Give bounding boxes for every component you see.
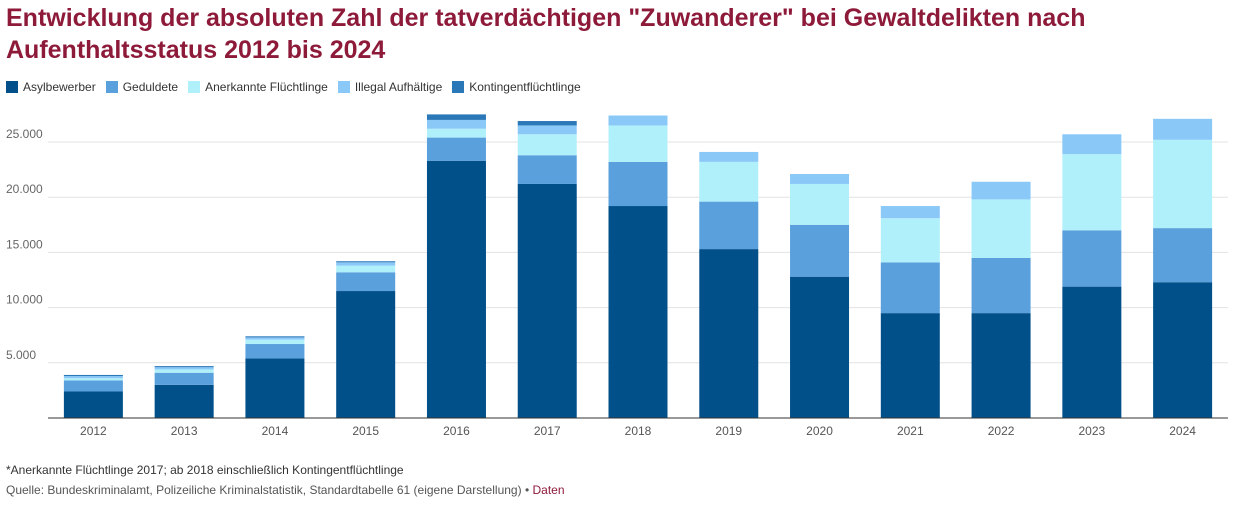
bar-segment bbox=[154, 366, 214, 368]
bar-segment bbox=[790, 174, 850, 184]
bar-segment bbox=[699, 249, 759, 418]
bar-segment bbox=[880, 262, 940, 314]
legend-item-anerkannte-fluechtlinge[interactable]: Anerkannte Flüchtlinge bbox=[188, 80, 328, 94]
bar-segment bbox=[880, 206, 940, 219]
legend-label: Kontingentflüchtlinge bbox=[469, 80, 581, 94]
chart-title: Entwicklung der absoluten Zahl der tatve… bbox=[6, 4, 1086, 64]
bar-segment bbox=[880, 218, 940, 263]
bar-segment bbox=[971, 181, 1031, 200]
x-tick-label: 2017 bbox=[534, 424, 561, 438]
bar-segment bbox=[1153, 118, 1213, 140]
bar-segment bbox=[336, 261, 396, 263]
footnote: *Anerkannte Flüchtlinge 2017; ab 2018 ei… bbox=[6, 463, 404, 477]
bar-segment bbox=[245, 336, 305, 338]
bar-segment bbox=[880, 313, 940, 418]
legend-swatch bbox=[188, 81, 201, 93]
legend-label: Asylbewerber bbox=[23, 80, 96, 94]
bar-segment bbox=[517, 121, 577, 126]
bar-segment bbox=[336, 262, 396, 266]
x-tick-label: 2014 bbox=[262, 424, 289, 438]
bar-segment bbox=[790, 224, 850, 277]
bar-segment bbox=[608, 115, 668, 126]
y-tick-label: 20.000 bbox=[6, 182, 43, 196]
bar-segment bbox=[245, 358, 305, 418]
x-tick-label: 2022 bbox=[988, 424, 1015, 438]
bar-segment bbox=[971, 199, 1031, 258]
legend-swatch bbox=[105, 81, 118, 93]
legend-swatch bbox=[452, 81, 465, 93]
bar-segment bbox=[608, 125, 668, 162]
bar-segment bbox=[1062, 154, 1122, 231]
y-tick-label: 15.000 bbox=[6, 237, 43, 251]
bar-segment bbox=[154, 367, 214, 370]
bar-segment bbox=[1153, 228, 1213, 283]
bar-segment bbox=[699, 201, 759, 250]
legend-item-geduldete[interactable]: Geduldete bbox=[105, 80, 179, 94]
legend-label: Anerkannte Flüchtlinge bbox=[205, 80, 328, 94]
bar-segment bbox=[426, 119, 486, 129]
x-tick-label: 2012 bbox=[80, 424, 107, 438]
bar-segment bbox=[517, 125, 577, 135]
legend-swatch bbox=[337, 81, 350, 93]
bar-segment bbox=[608, 161, 668, 207]
x-tick-label: 2020 bbox=[806, 424, 833, 438]
stacked-bar-chart: 5.000 10.000 15.000 20.000 25.000 2012 2013 201… bbox=[6, 114, 1228, 438]
bar-segment bbox=[426, 114, 486, 120]
bar-segment bbox=[608, 206, 668, 418]
bar-segment bbox=[699, 161, 759, 202]
legend-item-kontingentfluechtlinge[interactable]: Kontingentflüchtlinge bbox=[452, 80, 581, 94]
bar-segment bbox=[245, 344, 305, 359]
bar-segment bbox=[63, 374, 123, 377]
legend: Asylbewerber Geduldete Anerkannte Flücht… bbox=[6, 80, 581, 94]
bar-segment bbox=[971, 313, 1031, 418]
bar-segment bbox=[517, 155, 577, 184]
bar-segment bbox=[790, 276, 850, 418]
bar-segment bbox=[699, 151, 759, 162]
bar-segment bbox=[336, 265, 396, 273]
bar-segment bbox=[1153, 282, 1213, 418]
bar-segment bbox=[1153, 139, 1213, 229]
bar-segment bbox=[426, 160, 486, 418]
bar-segment bbox=[336, 272, 396, 292]
bar-segment bbox=[63, 376, 123, 379]
x-tick-label: 2024 bbox=[1169, 424, 1196, 438]
y-tick-label: 10.000 bbox=[6, 293, 43, 307]
bar-segment bbox=[63, 380, 123, 392]
x-tick-label: 2018 bbox=[625, 424, 652, 438]
bar-segment bbox=[971, 257, 1031, 314]
bar-segment bbox=[154, 384, 214, 418]
bar-segment bbox=[1062, 230, 1122, 287]
bar-segment bbox=[1062, 286, 1122, 418]
source-line: Quelle: Bundeskriminalamt, Polizeiliche … bbox=[6, 483, 565, 497]
bar-segment bbox=[517, 134, 577, 156]
bar-segment bbox=[245, 339, 305, 345]
bar-segment bbox=[1062, 134, 1122, 155]
y-tick-label: 25.000 bbox=[6, 127, 43, 141]
x-tick-label: 2015 bbox=[352, 424, 379, 438]
source-separator: • bbox=[524, 483, 530, 497]
legend-swatch bbox=[6, 81, 18, 93]
bar-segment bbox=[154, 369, 214, 373]
bar-segment bbox=[63, 391, 123, 418]
bar-segment bbox=[336, 291, 396, 418]
bar-segment bbox=[426, 128, 486, 138]
legend-label: Illegal Aufhältige bbox=[354, 80, 443, 94]
bar-segment bbox=[63, 378, 123, 381]
x-tick-label: 2016 bbox=[443, 424, 470, 438]
y-tick-label: 5.000 bbox=[6, 348, 36, 362]
bar-segment bbox=[245, 337, 305, 340]
source-text: Quelle: Bundeskriminalamt, Polizeiliche … bbox=[6, 483, 522, 497]
x-tick-label: 2019 bbox=[715, 424, 742, 438]
legend-item-asylbewerber[interactable]: Asylbewerber bbox=[6, 80, 96, 94]
x-tick-label: 2021 bbox=[897, 424, 924, 438]
legend-label: Geduldete bbox=[122, 80, 179, 94]
data-link[interactable]: Daten bbox=[532, 483, 565, 497]
bar-segment bbox=[426, 137, 486, 161]
x-tick-label: 2023 bbox=[1078, 424, 1105, 438]
bar-segment bbox=[154, 372, 214, 385]
x-tick-label: 2013 bbox=[171, 424, 198, 438]
bar-segment bbox=[790, 183, 850, 225]
legend-item-illegal-aufhaeltige[interactable]: Illegal Aufhältige bbox=[337, 80, 443, 94]
bar-segment bbox=[517, 183, 577, 418]
